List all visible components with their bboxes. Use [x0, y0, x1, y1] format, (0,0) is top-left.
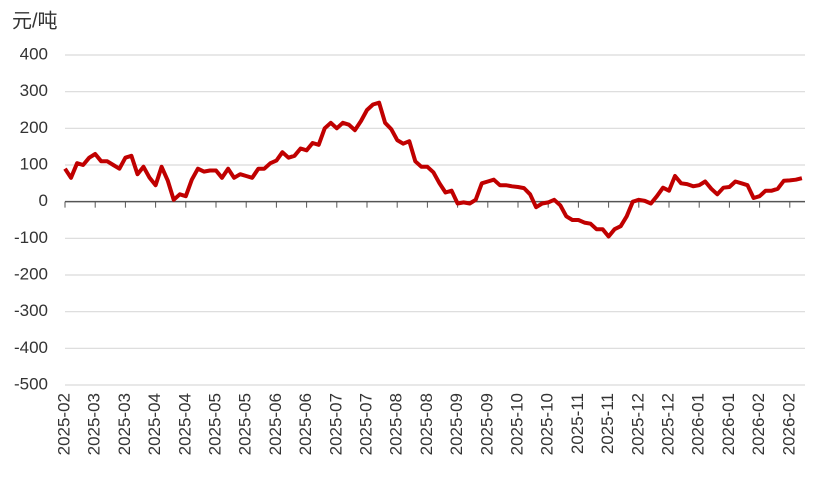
x-tick-label: 2025-05	[236, 393, 255, 455]
x-tick-label: 2025-10	[507, 393, 526, 455]
y-axis-title: 元/吨	[12, 9, 58, 32]
x-tick-label: 2025-12	[658, 393, 677, 455]
y-tick-label: 0	[39, 191, 48, 210]
y-tick-label: -500	[14, 374, 48, 393]
x-tick-label: 2025-06	[266, 393, 285, 455]
x-tick-label: 2025-03	[85, 393, 104, 455]
y-tick-label: -400	[14, 338, 48, 357]
x-tick-label: 2026-01	[689, 393, 708, 455]
y-tick-label: -200	[14, 264, 48, 283]
y-tick-label: -300	[14, 301, 48, 320]
y-tick-label: 300	[20, 81, 48, 100]
x-tick-label: 2026-02	[749, 393, 768, 455]
x-tick-label: 2026-01	[719, 393, 738, 455]
x-tick-label: 2025-08	[417, 393, 436, 455]
y-tick-label: 200	[20, 118, 48, 137]
y-tick-label: 100	[20, 154, 48, 173]
data-line	[63, 100, 803, 239]
x-tick-label: 2025-06	[296, 393, 315, 455]
x-tick-label: 2025-07	[356, 393, 375, 455]
x-tick-label: 2025-10	[538, 393, 557, 455]
x-tick-label: 2025-05	[205, 393, 224, 455]
x-tick-label: 2025-12	[628, 393, 647, 455]
y-tick-label: -100	[14, 228, 48, 247]
y-tick-label: 400	[20, 44, 48, 63]
x-tick-label: 2025-04	[175, 393, 194, 455]
x-tick-label: 2025-08	[387, 393, 406, 455]
x-tick-label: 2025-04	[145, 393, 164, 455]
x-tick-label: 2025-03	[115, 393, 134, 455]
x-tick-label: 2025-11	[598, 393, 617, 454]
x-tick-label: 2026-02	[779, 393, 798, 455]
x-tick-label: 2025-07	[326, 393, 345, 455]
x-tick-label: 2025-11	[568, 393, 587, 454]
x-tick-label: 2025-02	[54, 393, 73, 455]
x-tick-label: 2025-09	[447, 393, 466, 455]
x-tick-label: 2025-09	[477, 393, 496, 455]
